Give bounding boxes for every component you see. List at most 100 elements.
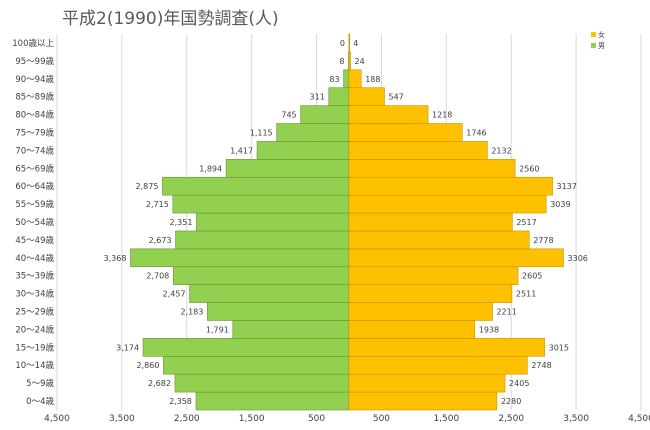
- female-bar-1: [348, 373, 506, 393]
- male-bar-0: [195, 391, 350, 411]
- male-data-label-7: 2,708: [146, 272, 169, 281]
- female-data-label-13: 2560: [519, 164, 539, 173]
- male-bar-11: [172, 194, 350, 214]
- male-bar-4: [232, 320, 350, 339]
- female-bar-3: [348, 338, 545, 357]
- age-group-label-10: 50～54歳: [15, 217, 54, 228]
- male-bar-1: [174, 373, 350, 393]
- male-bar-18: [343, 69, 350, 89]
- age-group-label-15: 75～79歳: [15, 127, 54, 138]
- female-data-label-17: 547: [388, 93, 403, 102]
- female-data-label-10: 2517: [516, 218, 536, 227]
- age-group-label-7: 35～39歳: [15, 271, 54, 282]
- female-data-label-8: 3306: [568, 254, 588, 263]
- x-tick-label-8: 3,500: [563, 414, 589, 424]
- female-bar-15: [348, 123, 463, 142]
- female-data-label-7: 2605: [522, 272, 542, 281]
- female-data-label-18: 188: [365, 75, 380, 84]
- female-bar-8: [348, 248, 564, 268]
- female-data-label-6: 2511: [516, 290, 536, 299]
- age-group-label-18: 90～94歳: [15, 74, 54, 85]
- x-tick-label-4: 500: [308, 414, 325, 424]
- female-data-label-12: 3137: [557, 182, 577, 191]
- x-tick-label-7: 2,500: [498, 414, 524, 424]
- male-data-label-4: 1,791: [206, 325, 229, 334]
- age-group-label-19: 95～99歳: [15, 56, 54, 67]
- x-tick-label-2: 2,500: [174, 414, 200, 424]
- male-bar-13: [225, 159, 350, 178]
- x-tick-label-9: 4,500: [628, 414, 650, 424]
- female-bar-17: [348, 87, 385, 106]
- female-data-label-14: 2132: [491, 146, 511, 155]
- female-data-label-5: 2211: [496, 308, 516, 317]
- legend-label-1: 男: [598, 42, 605, 50]
- female-bar-11: [348, 194, 547, 214]
- age-group-label-9: 45～49歳: [15, 235, 54, 246]
- male-bar-12: [162, 176, 350, 196]
- male-bar-6: [189, 284, 350, 303]
- male-data-label-8: 3,368: [104, 254, 127, 263]
- female-data-label-16: 1218: [432, 111, 452, 120]
- male-bar-16: [300, 105, 350, 124]
- age-group-label-4: 20～24歳: [15, 324, 54, 335]
- female-bar-19: [348, 51, 351, 71]
- x-tick-label-3: 1,500: [239, 414, 265, 424]
- age-group-label-2: 10～14歳: [15, 360, 54, 371]
- female-data-label-20: 4: [353, 39, 358, 48]
- male-bar-15: [276, 123, 350, 142]
- male-data-label-0: 2,358: [169, 397, 192, 406]
- male-data-label-19: 8: [339, 57, 344, 66]
- age-group-label-20: 100歳以上: [12, 38, 54, 49]
- x-axis-tick-labels: 4,500 3,500 2,500 1,500 500 500 1,500 2,500 3,50…: [44, 414, 650, 424]
- male-bar-10: [196, 212, 350, 232]
- age-group-label-12: 60～64歳: [15, 181, 54, 192]
- female-bar-13: [348, 159, 516, 178]
- male-data-label-11: 2,715: [146, 200, 169, 209]
- female-data-label-1: 2405: [509, 379, 529, 388]
- male-data-label-10: 2,351: [170, 218, 193, 227]
- x-tick-label-0: 4,500: [44, 414, 70, 424]
- x-tick-label-1: 3,500: [109, 414, 135, 424]
- male-bar-17: [328, 87, 350, 106]
- male-data-label-15: 1,115: [250, 128, 273, 137]
- male-data-label-5: 2,183: [180, 308, 203, 317]
- legend: 女男: [591, 30, 605, 50]
- male-data-label-12: 2,875: [136, 182, 159, 191]
- age-group-label-8: 40～44歳: [15, 253, 54, 264]
- male-bar-5: [207, 302, 350, 321]
- female-bar-6: [348, 284, 513, 303]
- female-data-label-11: 3039: [550, 200, 570, 209]
- x-tick-label-6: 1,500: [433, 414, 459, 424]
- age-group-label-16: 80～84歳: [15, 110, 54, 121]
- male-bar-3: [142, 338, 350, 357]
- female-bar-5: [348, 302, 493, 321]
- male-data-label-2: 2,860: [137, 361, 160, 370]
- male-data-label-14: 1,417: [230, 146, 253, 155]
- female-bar-9: [348, 230, 530, 250]
- female-bar-12: [348, 176, 553, 196]
- female-data-label-3: 3015: [549, 343, 569, 352]
- male-bar-7: [172, 266, 350, 285]
- male-data-label-13: 1,894: [199, 164, 222, 173]
- male-data-label-16: 745: [281, 111, 296, 120]
- female-bar-16: [348, 105, 429, 124]
- female-data-label-0: 2280: [501, 397, 521, 406]
- male-data-label-6: 2,457: [163, 290, 186, 299]
- female-bar-20: [348, 33, 350, 53]
- male-data-label-3: 3,174: [116, 343, 139, 352]
- age-group-label-5: 25～29歳: [15, 307, 54, 318]
- male-data-label-20: 0: [340, 39, 345, 48]
- x-tick-label-5: 500: [373, 414, 390, 424]
- male-bar-9: [175, 230, 350, 250]
- age-group-label-0: 0～4歳: [26, 396, 54, 407]
- bars-layer: [130, 33, 564, 411]
- data-labels-layer: 2,358 2280 2,682 2405 2,860 2748 3,174 3015 1,79…: [104, 39, 588, 406]
- female-bar-7: [348, 266, 519, 285]
- age-group-label-14: 70～74歳: [15, 145, 54, 156]
- female-bar-2: [348, 355, 528, 375]
- age-group-label-13: 65～69歳: [15, 163, 54, 174]
- male-bar-8: [130, 248, 350, 268]
- female-bar-14: [348, 141, 488, 160]
